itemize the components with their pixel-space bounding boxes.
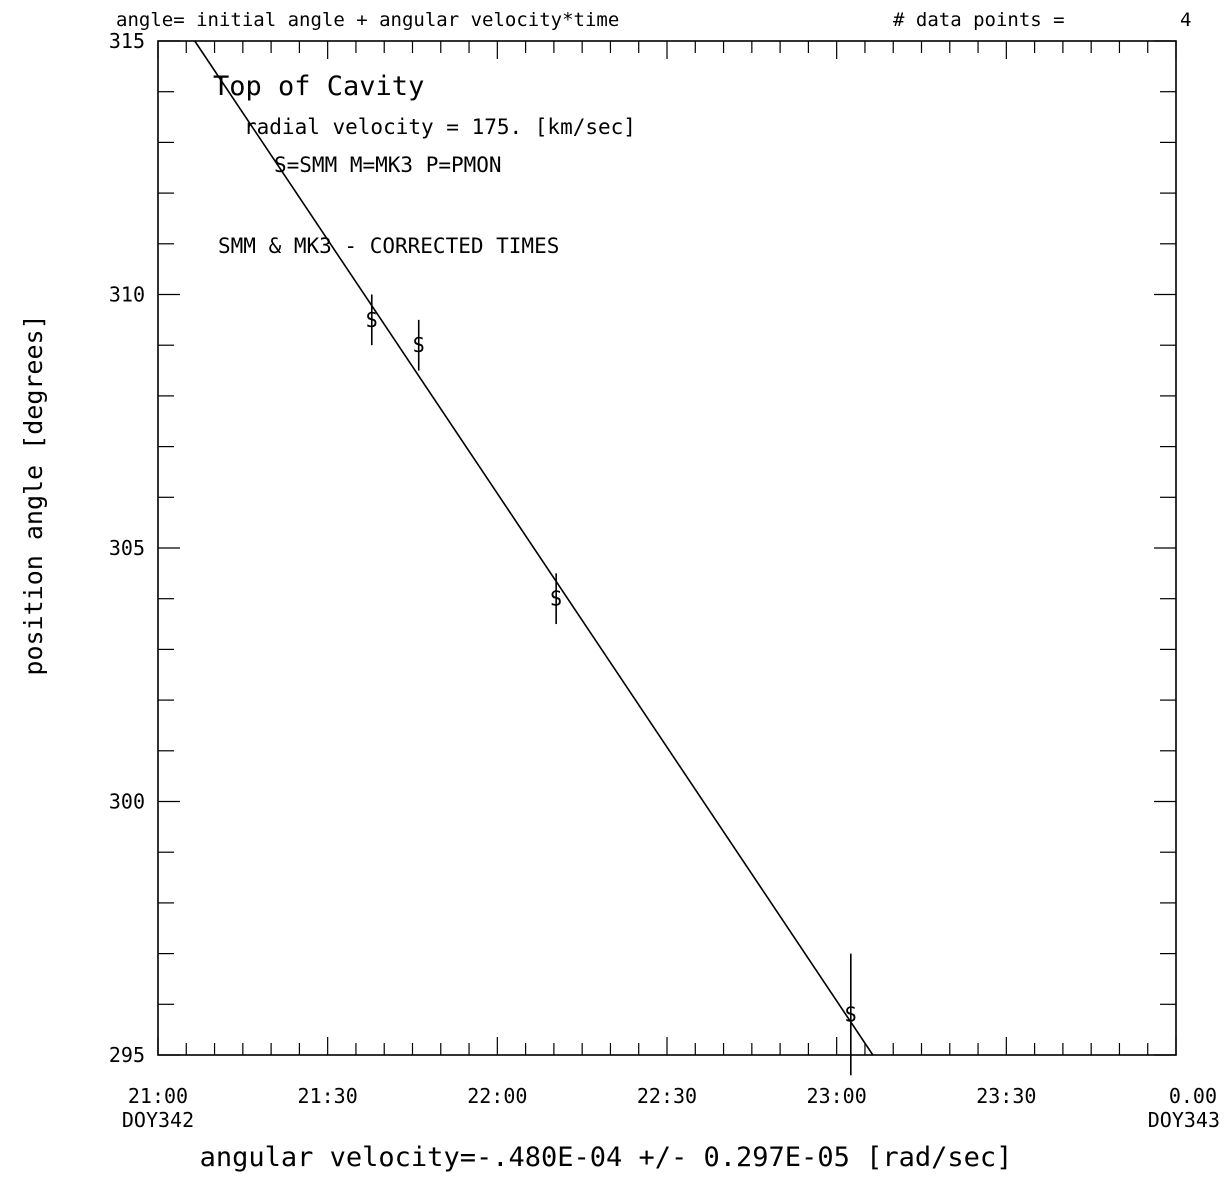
x-tick-label: 0.00: [1169, 1084, 1217, 1108]
x-tick-sublabel: DOY342: [122, 1108, 194, 1132]
annotation-legend-key: S=SMM M=MK3 P=PMON: [274, 153, 502, 177]
x-tick-label: 21:00: [128, 1084, 188, 1108]
x-axis-label: angular velocity=-.480E-04 +/- 0.297E-05…: [200, 1142, 1013, 1173]
y-tick-label: 310: [109, 283, 145, 307]
annotation-title: Top of Cavity: [213, 71, 424, 102]
header-data-points-label: # data points =: [893, 9, 1065, 31]
y-tick-label: 305: [109, 536, 145, 560]
x-tick-label: 21:30: [298, 1084, 358, 1108]
y-tick-label: 315: [109, 29, 145, 53]
data-point: S: [550, 587, 562, 611]
data-points: S S S S: [366, 294, 857, 1076]
x-tick-label: 23:00: [807, 1084, 867, 1108]
x-tick-label: 22:30: [637, 1084, 697, 1108]
annotation-note: SMM & MK3 - CORRECTED TIMES: [218, 234, 559, 258]
plot-frame: [157, 40, 1177, 1056]
annotation-radial-velocity: radial velocity = 175. [km/sec]: [244, 115, 636, 139]
axis-ticks: [157, 40, 1177, 1056]
x-tick-label: 23:30: [976, 1084, 1036, 1108]
fit-line: [194, 40, 874, 1056]
x-tick-sublabel: DOY343: [1148, 1108, 1220, 1132]
y-axis-label: position angle [degrees]: [19, 314, 48, 675]
data-point: S: [845, 1002, 857, 1026]
y-tick-label: 300: [109, 790, 145, 814]
data-point: S: [366, 308, 378, 332]
y-tick-label: 295: [109, 1043, 145, 1067]
header-formula: angle= initial angle + angular velocity*…: [116, 9, 619, 31]
data-point: S: [413, 333, 425, 357]
x-tick-label: 22:00: [467, 1084, 527, 1108]
header-data-points-count: 4: [1180, 9, 1191, 31]
y-tick-labels: 295 300 305 310 315: [109, 29, 145, 1067]
